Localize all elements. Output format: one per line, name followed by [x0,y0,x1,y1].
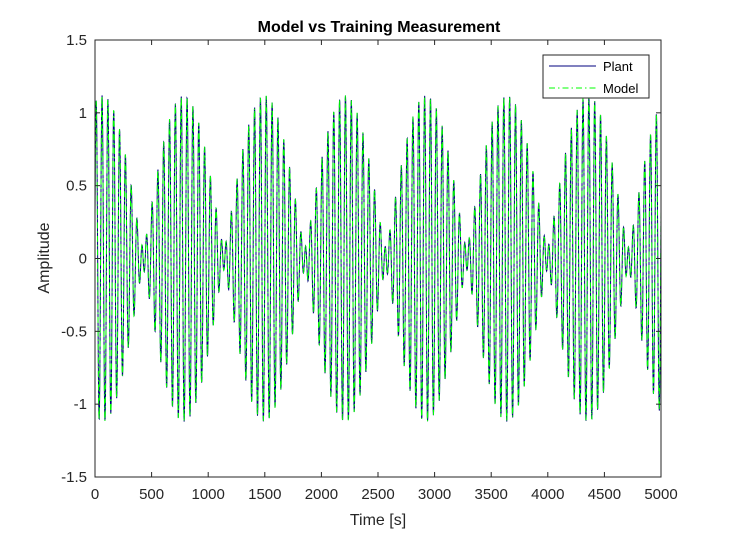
chart-title: Model vs Training Measurement [258,19,501,36]
x-tick-label: 3000 [418,486,451,503]
x-tick-label: 2000 [305,486,338,503]
x-axis-label: Time [s] [350,512,406,529]
x-tick-label: 1000 [192,486,225,503]
series-line-model [95,95,661,422]
x-tick-label: 3500 [475,486,508,503]
y-tick-label: 1 [79,105,87,122]
x-tick-label: 5000 [644,486,677,503]
legend: Plant Model [542,54,650,99]
x-tick-label: 0 [91,486,99,503]
x-tick-label: 4000 [531,486,564,503]
y-tick-label: 0 [79,251,87,268]
x-tick-label: 500 [139,486,164,503]
y-tick-label: -0.5 [61,323,87,340]
y-axis-label: Amplitude [36,222,53,293]
plot-area: 0 500 1000 1500 2000 2500 3000 3500 4000 4500 5000… [61,32,678,503]
y-tick-label: -1.5 [61,469,87,486]
y-tick-label: -1 [74,396,87,413]
legend-model-label: Model [603,81,639,96]
y-tick-label: 0.5 [66,178,87,195]
x-tick-label: 2500 [361,486,394,503]
x-tick-label: 4500 [588,486,621,503]
legend-box [542,54,650,99]
x-tick-label: 1500 [248,486,281,503]
y-tick-label: 1.5 [66,32,87,49]
legend-plant-label: Plant [603,59,633,74]
x-axis-ticks: 0 500 1000 1500 2000 2500 3000 3500 4000 4500 5000 [91,40,678,503]
y-axis-ticks: 1.5 1 0.5 0 -0.5 -1 -1.5 [61,32,661,486]
series-layer [95,95,661,422]
